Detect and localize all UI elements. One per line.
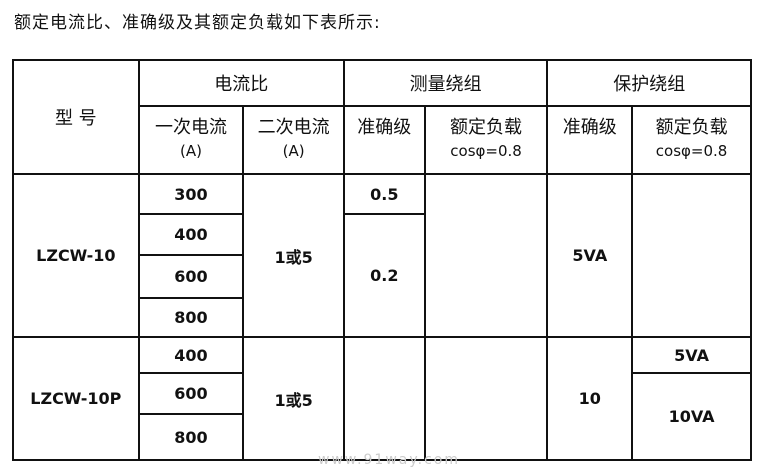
table-row: 600 10VA [13, 372, 752, 461]
load-label: 额定负载 [450, 117, 523, 138]
header-model: 型 号 [12, 59, 140, 175]
primary-cell: 300 [137, 173, 245, 215]
spec-table: 型 号 电流比 测量绕组 保护绕组 一次电流 (A) 二次电流 (A) 准确级 额定… [12, 59, 752, 461]
table-row: LZCW-10P 400 1或5 10 5VA [12, 336, 752, 461]
primary-cell: 400 [137, 336, 245, 374]
measure-load-cell [423, 336, 549, 461]
table-row: 800 [13, 297, 751, 338]
primary-cell: 600 [137, 372, 245, 415]
secondary-cell: 1或5 [242, 336, 345, 461]
cos-label: cosφ=0.8 [655, 142, 728, 160]
secondary-label: 二次电流 [257, 117, 330, 138]
protect-accuracy-cell: 10 [546, 336, 634, 461]
measure-accuracy-cell [342, 336, 426, 461]
secondary-cell: 1或5 [242, 173, 345, 338]
header-current-ratio: 电流比 [137, 59, 345, 107]
measure-load-cell [423, 173, 549, 338]
secondary-unit: (A) [282, 142, 305, 160]
watermark: www.91way.com [318, 452, 460, 468]
header-primary: 一次电流 (A) [137, 105, 245, 175]
primary-cell: 400 [137, 213, 245, 256]
primary-label: 一次电流 [154, 117, 227, 138]
primary-cell: 800 [137, 297, 245, 338]
primary-cell: 600 [137, 254, 245, 299]
caption: 额定电流比、准确级及其额定负载如下表所示: [14, 13, 381, 33]
measure-accuracy-cell: 0.5 [342, 173, 426, 215]
header-secondary: 二次电流 (A) [242, 105, 345, 175]
protect-load-cell: 10VA [631, 372, 752, 461]
model-cell: LZCW-10P [12, 336, 140, 461]
protect-load-cell [631, 173, 752, 338]
table-row: LZCW-10 300 1或5 0.5 5VA [12, 173, 752, 338]
table-row: 400 0.2 [13, 213, 751, 338]
load-label: 额定负载 [655, 117, 728, 138]
table-row: 800 [13, 413, 751, 461]
header-measure-load: 额定负载 cosφ=0.8 [423, 105, 549, 175]
protect-load-cell: 5VA [631, 336, 752, 374]
cos-label: cosφ=0.8 [450, 142, 522, 160]
primary-cell: 800 [137, 413, 245, 461]
header-protect-accuracy: 准确级 [546, 105, 634, 175]
header-protect-winding: 保护绕组 [546, 59, 752, 107]
header-protect-load: 额定负载 cosφ=0.8 [631, 105, 752, 175]
model-cell: LZCW-10 [12, 173, 140, 338]
table-row: 600 [13, 254, 751, 299]
protect-accuracy-cell: 5VA [546, 173, 634, 338]
primary-unit: (A) [180, 142, 202, 160]
header-measure-winding: 测量绕组 [342, 59, 549, 107]
measure-accuracy-cell: 0.2 [342, 213, 426, 338]
header-measure-accuracy: 准确级 [342, 105, 426, 175]
